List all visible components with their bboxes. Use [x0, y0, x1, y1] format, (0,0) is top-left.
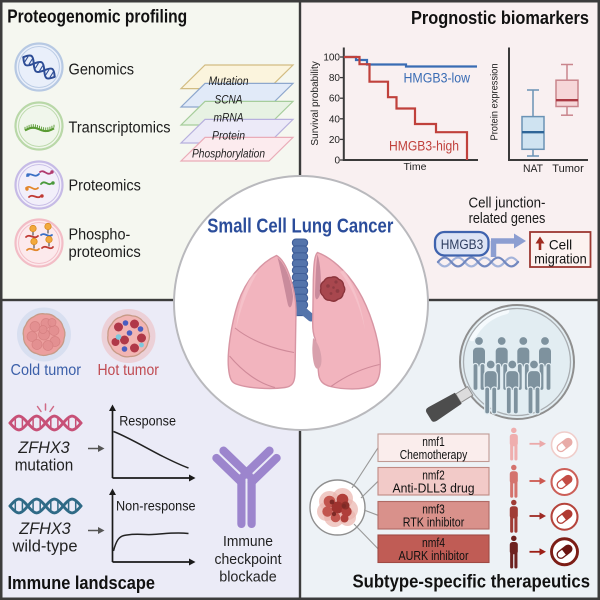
- svg-text:NAT: NAT: [523, 163, 543, 175]
- svg-text:100: 100: [323, 53, 340, 64]
- svg-text:Cell: Cell: [549, 237, 572, 253]
- svg-text:nmf4: nmf4: [422, 536, 445, 550]
- svg-text:HMGB3-high: HMGB3-high: [389, 139, 459, 154]
- svg-text:ZFHX3: ZFHX3: [18, 520, 71, 538]
- svg-text:related genes: related genes: [469, 211, 546, 227]
- svg-text:mRNA: mRNA: [214, 111, 244, 125]
- svg-text:0: 0: [334, 156, 340, 167]
- svg-text:RTK inhibitor: RTK inhibitor: [403, 516, 465, 530]
- svg-text:proteomics: proteomics: [69, 244, 142, 261]
- svg-text:ZFHX3: ZFHX3: [17, 439, 70, 457]
- svg-text:nmf1: nmf1: [422, 435, 445, 449]
- svg-text:Cold tumor: Cold tumor: [11, 362, 82, 379]
- svg-text:20: 20: [329, 135, 341, 146]
- svg-text:Protein: Protein: [212, 129, 245, 143]
- svg-text:80: 80: [329, 73, 341, 84]
- svg-text:Immune: Immune: [223, 533, 273, 550]
- svg-text:Non-response: Non-response: [116, 498, 196, 514]
- svg-text:SCNA: SCNA: [215, 93, 243, 107]
- svg-text:Transcriptomics: Transcriptomics: [69, 120, 171, 137]
- svg-text:HMGB3: HMGB3: [441, 237, 484, 252]
- svg-text:Chemotherapy: Chemotherapy: [400, 448, 468, 462]
- svg-text:Time: Time: [404, 161, 427, 173]
- svg-text:60: 60: [329, 94, 341, 105]
- svg-text:mutation: mutation: [15, 457, 74, 475]
- svg-text:Hot tumor: Hot tumor: [97, 362, 159, 379]
- svg-text:checkpoint: checkpoint: [215, 551, 283, 568]
- svg-text:migration: migration: [534, 251, 587, 267]
- svg-text:Proteomics: Proteomics: [69, 178, 142, 195]
- svg-text:nmf3: nmf3: [422, 503, 445, 517]
- svg-text:wild-type: wild-type: [12, 538, 78, 556]
- svg-text:40: 40: [329, 114, 341, 125]
- svg-text:Survival probability: Survival probability: [309, 60, 321, 145]
- svg-text:blockade: blockade: [219, 569, 277, 586]
- svg-text:Subtype-specific therapeutics: Subtype-specific therapeutics: [353, 571, 591, 592]
- svg-text:nmf2: nmf2: [422, 469, 445, 483]
- svg-text:Immune landscape: Immune landscape: [8, 572, 156, 593]
- svg-text:Tumor: Tumor: [552, 163, 584, 175]
- svg-text:Protein expression: Protein expression: [489, 63, 501, 140]
- svg-text:Prognostic biomarkers: Prognostic biomarkers: [411, 7, 589, 28]
- svg-text:Anti-DLL3 drug: Anti-DLL3 drug: [393, 482, 475, 496]
- svg-text:Phospho-: Phospho-: [69, 227, 131, 244]
- svg-text:Response: Response: [119, 413, 176, 429]
- svg-text:HMGB3-low: HMGB3-low: [404, 71, 471, 86]
- svg-text:Small Cell Lung Cancer: Small Cell Lung Cancer: [207, 216, 393, 238]
- svg-text:Proteogenomic profiling: Proteogenomic profiling: [7, 5, 187, 26]
- svg-text:Genomics: Genomics: [69, 62, 135, 79]
- svg-text:AURK inhibitor: AURK inhibitor: [399, 549, 469, 563]
- svg-text:Phosphorylation: Phosphorylation: [192, 147, 265, 161]
- svg-text:Mutation: Mutation: [209, 74, 249, 88]
- svg-text:Cell junction-: Cell junction-: [469, 196, 546, 212]
